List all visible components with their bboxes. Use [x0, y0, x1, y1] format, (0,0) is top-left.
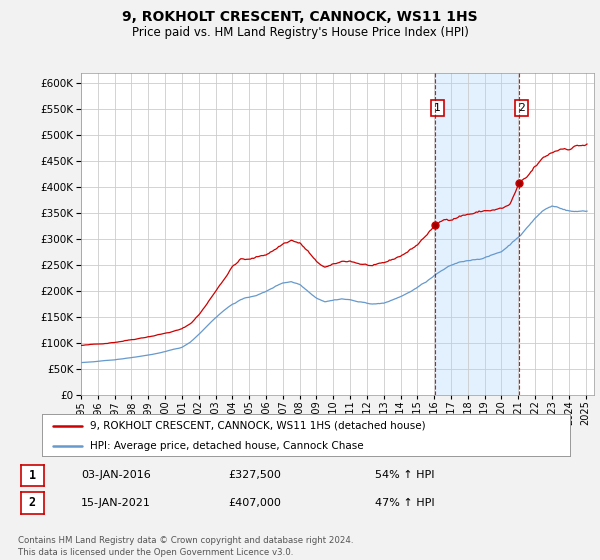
Text: HPI: Average price, detached house, Cannock Chase: HPI: Average price, detached house, Cann…: [89, 441, 363, 451]
Text: Contains HM Land Registry data © Crown copyright and database right 2024.
This d: Contains HM Land Registry data © Crown c…: [18, 536, 353, 557]
Text: 1: 1: [434, 103, 441, 113]
Text: 1: 1: [29, 469, 36, 482]
Text: 2: 2: [29, 496, 36, 510]
Text: 9, ROKHOLT CRESCENT, CANNOCK, WS11 1HS (detached house): 9, ROKHOLT CRESCENT, CANNOCK, WS11 1HS (…: [89, 421, 425, 431]
Text: 15-JAN-2021: 15-JAN-2021: [81, 498, 151, 508]
Text: £407,000: £407,000: [228, 498, 281, 508]
Text: Price paid vs. HM Land Registry's House Price Index (HPI): Price paid vs. HM Land Registry's House …: [131, 26, 469, 39]
Text: 03-JAN-2016: 03-JAN-2016: [81, 470, 151, 480]
Text: 2: 2: [518, 103, 525, 113]
Bar: [435, 73, 519, 395]
Text: 9, ROKHOLT CRESCENT, CANNOCK, WS11 1HS: 9, ROKHOLT CRESCENT, CANNOCK, WS11 1HS: [122, 10, 478, 24]
Text: 54% ↑ HPI: 54% ↑ HPI: [375, 470, 434, 480]
Text: £327,500: £327,500: [228, 470, 281, 480]
Text: 47% ↑ HPI: 47% ↑ HPI: [375, 498, 434, 508]
